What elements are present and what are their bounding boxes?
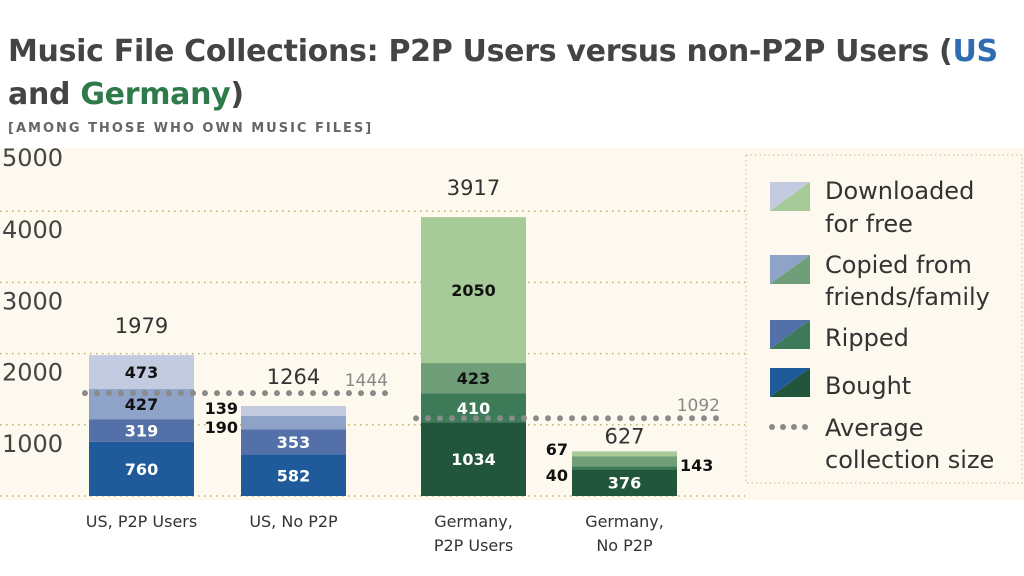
- segment-value-label: 40: [546, 466, 568, 485]
- bar-segment-ripped: [572, 466, 677, 470]
- bar-segment-ripped: [89, 419, 194, 442]
- segment-value-label: 353: [277, 433, 310, 452]
- legend-label: collection size: [825, 446, 994, 474]
- bar-segment-copied: [572, 456, 677, 467]
- segment-value-label: 582: [277, 466, 310, 485]
- segment-value-label: 760: [125, 460, 158, 479]
- category-label: Germany,: [434, 512, 513, 531]
- bar-total-label: 1264: [267, 365, 320, 389]
- title-germany: Germany: [80, 77, 231, 112]
- segment-value-label: 2050: [451, 281, 496, 300]
- category-label: Germany,: [585, 512, 664, 531]
- segment-value-label: 143: [680, 456, 713, 475]
- bar-segment-copied: [421, 363, 526, 394]
- legend-label: friends/family: [825, 283, 990, 311]
- segment-value-label: 190: [205, 418, 238, 437]
- title-us: US: [952, 34, 998, 69]
- chart-title: Music File Collections: P2P Users versus…: [8, 30, 1024, 116]
- segment-value-label: 427: [125, 395, 158, 414]
- y-tick-label: 4000: [2, 216, 63, 244]
- legend-swatch-germany: [770, 255, 810, 284]
- bar-segment-bought: [241, 454, 346, 496]
- legend-label: Copied from: [825, 251, 972, 279]
- title-and: and: [8, 77, 81, 112]
- title-close: ): [230, 77, 244, 112]
- title-text: Music File Collections: P2P Users versus…: [8, 34, 953, 69]
- bar-segment-downloaded: [89, 355, 194, 389]
- average-label: 1444: [345, 371, 388, 391]
- legend-label: Average: [825, 414, 924, 442]
- segment-value-label: 139: [205, 399, 238, 418]
- y-tick-label: 3000: [2, 287, 63, 315]
- segment-value-label: 410: [457, 399, 490, 418]
- category-label: P2P Users: [434, 536, 513, 555]
- legend-label: Downloaded: [825, 177, 974, 205]
- category-label: No P2P: [596, 536, 653, 555]
- average-label: 1092: [677, 396, 720, 416]
- category-label: US, P2P Users: [86, 512, 197, 531]
- legend-swatch-germany: [770, 182, 810, 211]
- segment-value-label: 67: [546, 440, 568, 459]
- bar-segment-downloaded: [421, 217, 526, 364]
- y-tick-label: 5000: [2, 144, 63, 172]
- segment-value-label: 319: [125, 422, 158, 441]
- legend-label: Bought: [825, 372, 911, 400]
- legend-label: Ripped: [825, 324, 909, 352]
- y-tick-label: 2000: [2, 359, 63, 387]
- bar-total-label: 627: [604, 424, 644, 448]
- segment-value-label: 376: [608, 474, 641, 493]
- bar-total-label: 1979: [115, 314, 168, 338]
- y-tick-label: 1000: [2, 430, 63, 458]
- legend-label: for free: [825, 210, 913, 238]
- chart-subtitle: [AMONG THOSE WHO OWN MUSIC FILES]: [8, 121, 374, 136]
- bar-segment-bought: [89, 441, 194, 496]
- segment-value-label: 473: [125, 363, 158, 382]
- bar-segment-ripped: [241, 429, 346, 455]
- legend-swatch-germany: [770, 320, 810, 349]
- segment-value-label: 423: [457, 369, 490, 388]
- bar-segment-bought: [421, 422, 526, 496]
- category-label: US, No P2P: [249, 512, 338, 531]
- bar-segment-downloaded: [572, 451, 677, 457]
- bar-segment-bought: [572, 469, 677, 496]
- legend-swatch-germany: [770, 368, 810, 397]
- bar-segment-downloaded: [241, 406, 346, 416]
- segment-value-label: 1034: [451, 450, 496, 469]
- bar-total-label: 3917: [447, 176, 500, 200]
- bar-segment-copied: [241, 415, 346, 430]
